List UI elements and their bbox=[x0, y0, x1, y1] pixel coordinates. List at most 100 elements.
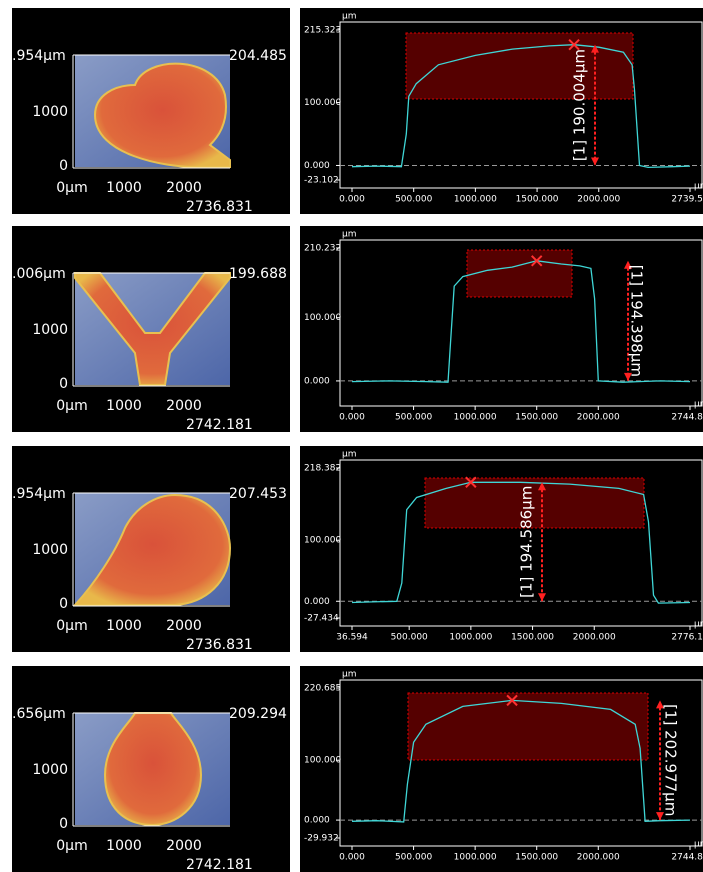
x-tick-label: 2000.000 bbox=[573, 633, 616, 643]
x-tick-label: 0.000 bbox=[339, 195, 365, 205]
z-top-label: .656µm bbox=[12, 706, 66, 722]
y-tick-label: 220.685 bbox=[304, 684, 341, 694]
measure-label: [1] 194.398µm bbox=[628, 265, 646, 377]
x-tick-label: 36.594 bbox=[336, 633, 368, 643]
y-tick-label: -23.102 bbox=[304, 176, 339, 186]
x-tick-label: 2776.10 bbox=[671, 633, 703, 643]
x-tick-label: 2000 bbox=[166, 618, 202, 634]
x-tick-label: 1000.000 bbox=[454, 413, 497, 423]
x-tick-label: 1000 bbox=[106, 838, 142, 854]
y-tick-label: 0 bbox=[59, 596, 68, 612]
x-tick-label: 1500.000 bbox=[511, 633, 554, 643]
chart-panel bbox=[300, 446, 703, 652]
x-tick-label: 2000.000 bbox=[577, 853, 620, 863]
x-tick-label: 500.000 bbox=[395, 853, 432, 863]
measure-label: [1] 190.004µm bbox=[571, 49, 589, 161]
measure-label: [1] 202.977µm bbox=[662, 704, 680, 816]
x-tick-label: 1500.000 bbox=[515, 853, 558, 863]
x-tick-label: 1000 bbox=[106, 398, 142, 414]
y-tick-label: 215.323 bbox=[304, 26, 341, 36]
z-top-label: .006µm bbox=[12, 266, 66, 282]
peak-marker bbox=[506, 694, 518, 707]
y-axis-unit: µm bbox=[342, 450, 357, 460]
plot-frame bbox=[339, 239, 703, 407]
y-axis-unit: µm bbox=[342, 670, 357, 680]
y-tick-label: 210.232 bbox=[304, 244, 341, 254]
z-label: 204.485 bbox=[229, 48, 287, 64]
peak-marker bbox=[531, 255, 543, 267]
x-tick-label: 2744.85 bbox=[671, 413, 703, 423]
x-tick-label: 500.000 bbox=[395, 195, 432, 205]
x-tick-label: 1000.000 bbox=[454, 195, 497, 205]
selection-box bbox=[424, 477, 645, 529]
x-axis-unit: µm bbox=[694, 840, 703, 850]
x-tick-label: 1000.000 bbox=[449, 633, 492, 643]
x-tick-label: 0µm bbox=[56, 838, 87, 854]
y-tick-label: 100.000 bbox=[304, 98, 341, 108]
profile-line bbox=[351, 44, 691, 169]
y-tick-label: 100.000 bbox=[304, 756, 341, 766]
specimen bbox=[72, 493, 232, 606]
x-end-label: 2736.831 bbox=[186, 637, 253, 653]
x-tick-label: 1000 bbox=[106, 618, 142, 634]
peak-marker bbox=[568, 38, 580, 51]
y-tick-label: 0.000 bbox=[304, 597, 330, 607]
x-tick-label: 2000.000 bbox=[577, 195, 620, 205]
x-tick-label: 1500.000 bbox=[516, 195, 559, 205]
y-tick-label: 100.000 bbox=[304, 536, 341, 546]
x-axis-unit: µm bbox=[694, 620, 703, 630]
peak-marker bbox=[465, 476, 477, 488]
z-label: 207.453 bbox=[229, 486, 287, 502]
profile-line bbox=[351, 260, 691, 383]
y-tick-label: -29.932 bbox=[304, 834, 339, 844]
selection-box bbox=[466, 249, 573, 298]
plot-frame bbox=[339, 459, 703, 627]
x-tick-label: 0µm bbox=[56, 398, 87, 414]
y-tick-label: 1000 bbox=[32, 542, 68, 558]
measure-label: [1] 194.586µm bbox=[518, 486, 536, 598]
x-tick-label: 1500.000 bbox=[515, 413, 558, 423]
x-tick-label: 500.000 bbox=[391, 633, 428, 643]
x-tick-label: 2000.000 bbox=[577, 413, 620, 423]
x-axis-unit: µm bbox=[694, 182, 703, 192]
y-tick-label: 0.000 bbox=[304, 376, 330, 386]
y-tick-label: 0 bbox=[59, 376, 68, 392]
y-axis-unit: µm bbox=[342, 12, 357, 22]
x-tick-label: 1000 bbox=[106, 180, 142, 196]
plot-frame bbox=[339, 21, 703, 189]
x-tick-label: 2739.50 bbox=[671, 195, 703, 205]
x-tick-label: 2000 bbox=[166, 180, 202, 196]
y-tick-label: 100.000 bbox=[304, 313, 341, 323]
z-label: 209.294 bbox=[229, 706, 287, 722]
x-tick-label: 0.000 bbox=[339, 853, 365, 863]
x-tick-label: 0µm bbox=[56, 180, 87, 196]
x-tick-label: 0µm bbox=[56, 618, 87, 634]
plot-frame bbox=[339, 679, 703, 847]
profile-line bbox=[351, 481, 691, 604]
selection-box bbox=[405, 32, 634, 100]
x-end-label: 2742.181 bbox=[186, 857, 253, 872]
y-axis-unit: µm bbox=[342, 230, 357, 240]
specimen bbox=[74, 272, 231, 386]
y-tick-label: 0 bbox=[59, 816, 68, 832]
specimen bbox=[103, 712, 203, 827]
z-top-label: .954µm bbox=[12, 48, 66, 64]
specimen bbox=[93, 62, 231, 168]
x-tick-label: 2744.85 bbox=[671, 853, 703, 863]
x-axis-unit: µm bbox=[694, 400, 703, 410]
y-tick-label: 0.000 bbox=[304, 816, 330, 826]
y-tick-label: 1000 bbox=[32, 104, 68, 120]
selection-box bbox=[407, 692, 649, 761]
y-tick-label: -27.434 bbox=[304, 614, 339, 624]
y-tick-label: 0 bbox=[59, 158, 68, 174]
x-tick-label: 500.000 bbox=[395, 413, 432, 423]
x-tick-label: 2000 bbox=[166, 838, 202, 854]
x-tick-label: 1000.000 bbox=[454, 853, 497, 863]
y-tick-label: 218.382 bbox=[304, 464, 341, 474]
x-end-label: 2736.831 bbox=[186, 199, 253, 215]
x-tick-label: 0.000 bbox=[339, 413, 365, 423]
z-label: 199.688 bbox=[229, 266, 287, 282]
x-tick-label: 2000 bbox=[166, 398, 202, 414]
